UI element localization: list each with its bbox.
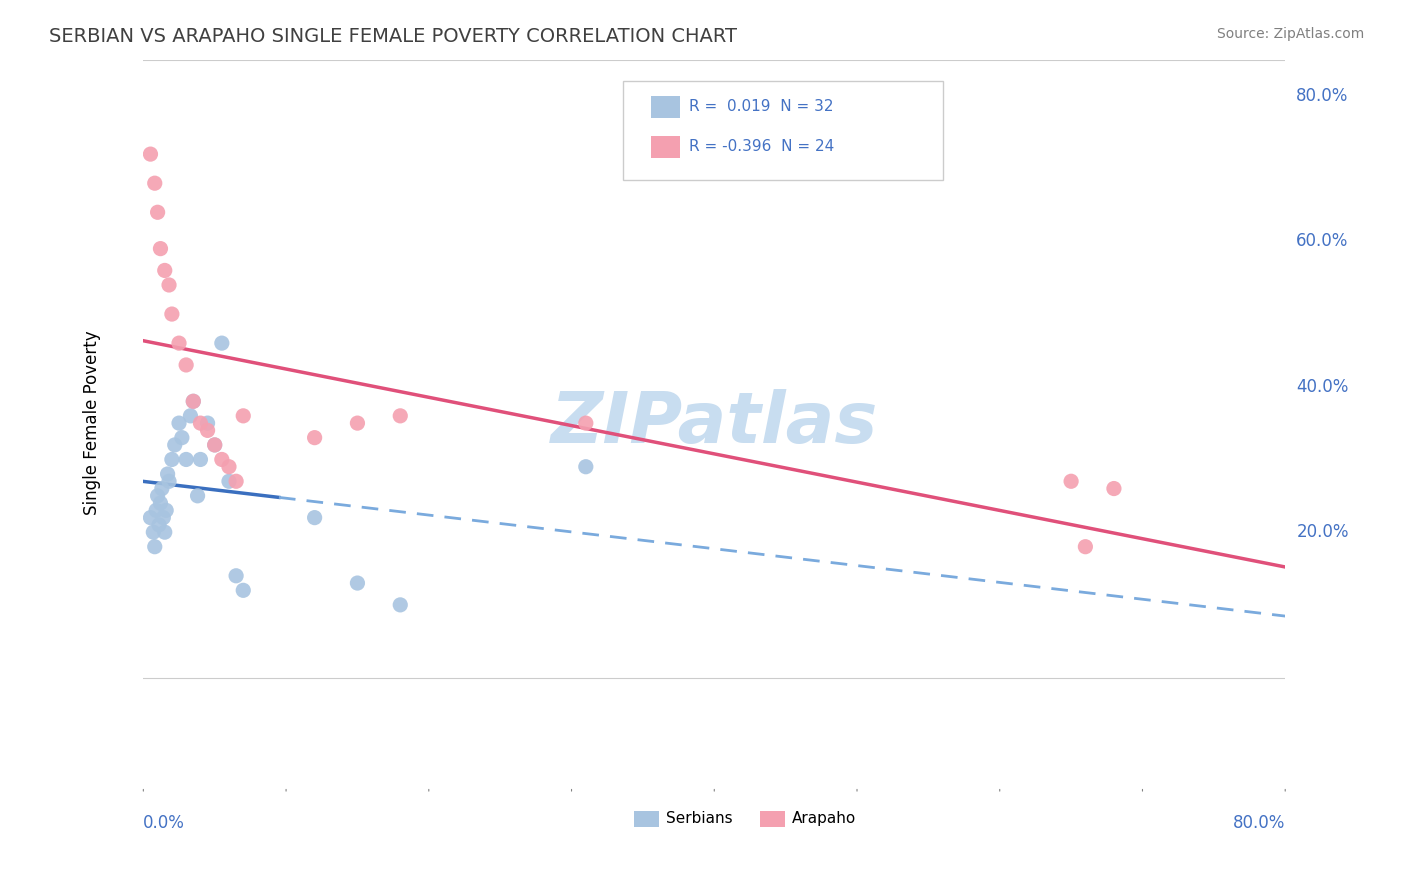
- Text: R = -0.396  N = 24: R = -0.396 N = 24: [689, 139, 834, 154]
- Point: [181, 394, 204, 409]
- Text: Source: ZipAtlas.com: Source: ZipAtlas.com: [1216, 27, 1364, 41]
- Point: [389, 598, 412, 612]
- Point: [174, 452, 197, 467]
- Point: [211, 336, 233, 351]
- Point: [174, 358, 197, 372]
- Point: [179, 409, 201, 423]
- Point: [232, 409, 254, 423]
- Point: [152, 510, 174, 524]
- Point: [197, 416, 219, 430]
- Point: [146, 489, 169, 503]
- Point: [153, 525, 176, 540]
- Text: 80.0%: 80.0%: [1233, 814, 1285, 832]
- Point: [156, 467, 179, 481]
- Text: ZIPatlas: ZIPatlas: [551, 389, 877, 458]
- FancyBboxPatch shape: [761, 811, 785, 827]
- Text: 60.0%: 60.0%: [1296, 232, 1348, 251]
- Point: [575, 416, 598, 430]
- Point: [148, 517, 170, 532]
- Point: [204, 438, 226, 452]
- Point: [167, 336, 190, 351]
- Point: [142, 525, 165, 540]
- Point: [1074, 540, 1097, 554]
- Text: SERBIAN VS ARAPAHO SINGLE FEMALE POVERTY CORRELATION CHART: SERBIAN VS ARAPAHO SINGLE FEMALE POVERTY…: [49, 27, 737, 45]
- Point: [211, 452, 233, 467]
- Point: [304, 510, 326, 524]
- Point: [157, 475, 180, 489]
- Point: [153, 263, 176, 277]
- Text: 80.0%: 80.0%: [1296, 87, 1348, 105]
- Point: [170, 431, 193, 445]
- Point: [145, 503, 167, 517]
- Point: [218, 475, 240, 489]
- Point: [346, 576, 368, 591]
- Point: [150, 482, 173, 496]
- Point: [149, 242, 172, 256]
- Point: [143, 176, 166, 190]
- Point: [1060, 475, 1083, 489]
- Point: [167, 416, 190, 430]
- Point: [139, 147, 162, 161]
- Point: [232, 583, 254, 598]
- Point: [218, 459, 240, 474]
- Text: Arapaho: Arapaho: [792, 811, 856, 826]
- Point: [181, 394, 204, 409]
- Point: [225, 568, 247, 582]
- FancyBboxPatch shape: [623, 81, 942, 179]
- Point: [575, 459, 598, 474]
- Point: [155, 503, 177, 517]
- Point: [160, 307, 183, 321]
- Point: [160, 452, 183, 467]
- Point: [146, 205, 169, 219]
- Point: [190, 452, 212, 467]
- Point: [1102, 482, 1125, 496]
- Point: [197, 423, 219, 437]
- Text: 40.0%: 40.0%: [1296, 377, 1348, 396]
- Point: [149, 496, 172, 510]
- Text: Single Female Poverty: Single Female Poverty: [83, 331, 101, 516]
- Point: [143, 540, 166, 554]
- Point: [304, 431, 326, 445]
- Point: [187, 489, 209, 503]
- Point: [225, 475, 247, 489]
- Point: [157, 277, 180, 292]
- Text: 0.0%: 0.0%: [143, 814, 186, 832]
- Point: [163, 438, 186, 452]
- Point: [190, 416, 212, 430]
- Point: [204, 438, 226, 452]
- Point: [139, 510, 162, 524]
- FancyBboxPatch shape: [651, 136, 681, 158]
- Text: 20.0%: 20.0%: [1296, 524, 1348, 541]
- FancyBboxPatch shape: [651, 96, 681, 118]
- FancyBboxPatch shape: [634, 811, 659, 827]
- Text: Serbians: Serbians: [666, 811, 733, 826]
- Point: [389, 409, 412, 423]
- Point: [346, 416, 368, 430]
- Text: R =  0.019  N = 32: R = 0.019 N = 32: [689, 99, 834, 114]
